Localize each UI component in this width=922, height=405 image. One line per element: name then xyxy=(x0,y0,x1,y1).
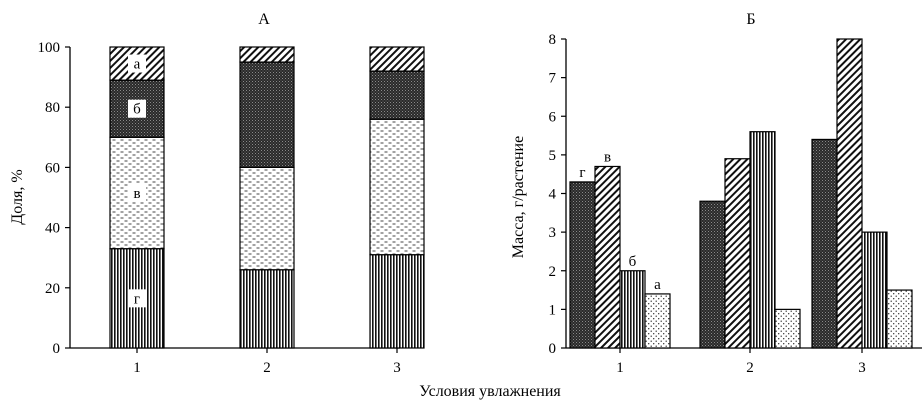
chart-b-bar-label: г xyxy=(579,165,585,181)
chart-b-bar-г xyxy=(699,200,726,349)
chart-b-title: Б xyxy=(746,11,755,28)
chart-a-bar-segment-а xyxy=(239,46,295,63)
chart-b-y-tick-label: 1 xyxy=(549,302,557,318)
chart-a-segment-label-bg xyxy=(128,289,146,308)
chart-b-y-tick-label: 8 xyxy=(549,32,557,48)
chart-a-segment-label: а xyxy=(134,57,141,73)
chart-b-bar-а xyxy=(644,293,671,349)
chart-a-segment-label-bg xyxy=(128,99,146,118)
chart-b-y-tick-label: 5 xyxy=(549,148,557,164)
chart-b-x-tick-label: 1 xyxy=(616,360,624,376)
chart-b-bar-в xyxy=(836,38,863,349)
chart-b-bar-в xyxy=(724,158,751,349)
chart-a-title: А xyxy=(258,11,270,28)
chart-a: 0 20 40 60 80 100 А Доля, % г в б а 1 2 3 xyxy=(9,11,425,376)
chart-a-x-tick-label: 3 xyxy=(393,360,401,376)
chart-b-bar-б xyxy=(861,231,888,349)
chart-a-y-tick-label: 100 xyxy=(38,40,61,56)
chart-a-bar-segment-в xyxy=(369,118,425,256)
chart-a-bar-segment-г xyxy=(369,254,425,349)
chart-a-y-tick-label: 80 xyxy=(45,100,60,116)
chart-b: 0 1 2 3 4 5 6 7 8 Б Масса, г/растение г в б а 1 2 3 xyxy=(510,11,922,376)
chart-b-bar-в xyxy=(594,165,621,349)
chart-a-y-axis-title: Доля, % xyxy=(9,169,26,224)
chart-a-y-tick-label: 60 xyxy=(45,160,60,176)
chart-a-segment-label: г xyxy=(134,291,140,307)
chart-b-y-tick-label: 0 xyxy=(549,341,557,357)
chart-a-x-tick-label: 2 xyxy=(263,360,271,376)
chart-a-bar-segment-б xyxy=(239,61,295,168)
chart-b-bar-label: б xyxy=(629,254,637,270)
chart-a-segment-label-bg xyxy=(128,183,146,202)
chart-a-y-tick-label: 0 xyxy=(53,341,61,357)
chart-b-y-axis-title: Масса, г/растение xyxy=(510,136,527,258)
chart-b-y-tick-label: 3 xyxy=(549,225,557,241)
chart-a-bar-segment-б xyxy=(369,70,425,120)
chart-a-segment-label: б xyxy=(133,102,141,118)
chart-b-bar-а xyxy=(774,308,801,349)
chart-b-y-tick-label: 4 xyxy=(549,187,557,203)
chart-b-bar-г xyxy=(569,181,596,349)
chart-b-y-tick-label: 2 xyxy=(549,264,557,280)
chart-b-x-tick-label: 2 xyxy=(746,360,754,376)
chart-b-x-tick-label: 3 xyxy=(858,360,866,376)
chart-b-y-tick-label: 7 xyxy=(549,71,557,87)
chart-b-bar-а xyxy=(886,289,913,349)
chart-b-bar-б xyxy=(749,131,776,349)
chart-a-y-tick-label: 40 xyxy=(45,221,60,237)
chart-a-bar-segment-в xyxy=(239,166,295,271)
chart-b-bar-label: а xyxy=(654,277,661,293)
chart-a-bar-segment-а xyxy=(369,46,425,72)
chart-b-bar-г xyxy=(811,138,838,349)
chart-a-segment-label: в xyxy=(133,186,140,202)
chart-b-bar-б xyxy=(619,270,646,349)
chart-a-x-tick-label: 1 xyxy=(133,360,141,376)
chart-a-segment-label-bg xyxy=(128,54,146,73)
chart-b-y-tick-label: 6 xyxy=(549,109,557,125)
chart-a-bar-segment-г xyxy=(239,269,295,349)
x-axis-title: Условия увлажнения xyxy=(419,383,561,400)
chart-a-y-tick-label: 20 xyxy=(45,281,60,297)
chart-b-bar-label: в xyxy=(604,149,611,165)
